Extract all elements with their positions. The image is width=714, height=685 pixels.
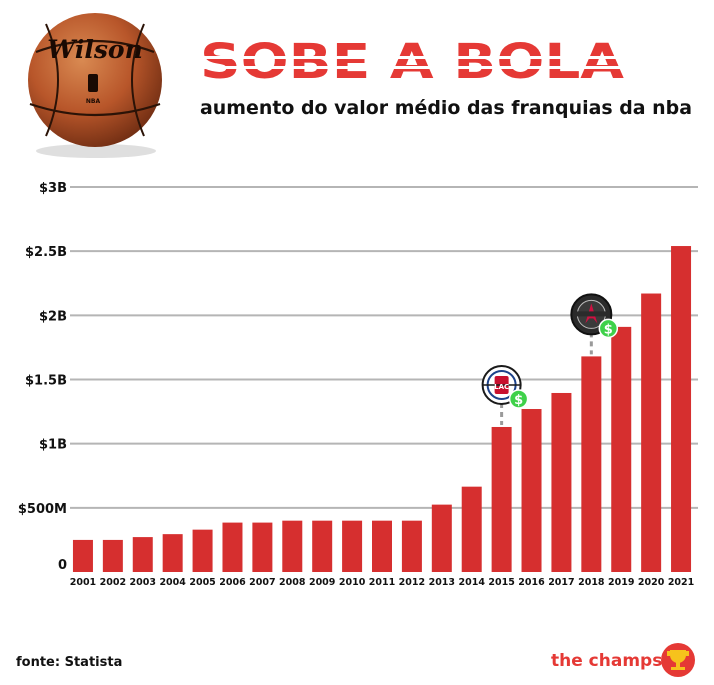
- x-tick-label: 2017: [548, 577, 574, 588]
- bar-2005: [192, 529, 213, 572]
- footer-brand-text: the champs: [551, 651, 662, 671]
- x-tick-label: 2003: [130, 577, 156, 588]
- y-tick-label: $1B: [39, 438, 67, 453]
- bar-2008: [282, 520, 303, 572]
- x-tick-label: 2006: [219, 577, 246, 588]
- bar-2017: [551, 392, 572, 572]
- bar-2014: [461, 486, 482, 572]
- x-tick-label: 2020: [638, 577, 665, 588]
- title-group: SOBE A BOLA: [198, 34, 628, 90]
- bar-2007: [252, 522, 273, 572]
- x-tick-label: 2019: [608, 577, 634, 588]
- x-tick-label: 2009: [309, 577, 335, 588]
- x-tick-label: 2008: [279, 577, 306, 588]
- trophy-icon: [661, 643, 695, 677]
- bar-2012: [401, 520, 422, 572]
- annotation-2015: LAC $: [481, 364, 529, 425]
- dollar-badge-text: $: [604, 322, 613, 337]
- x-tick-label: 2002: [100, 577, 126, 588]
- y-tick-label: $2.5B: [25, 245, 67, 260]
- x-tick-label: 2016: [518, 577, 545, 588]
- bar-2011: [372, 520, 392, 572]
- x-tick-label: 2010: [339, 577, 366, 588]
- title-stripe: [198, 66, 628, 69]
- x-tick-label: 2018: [578, 577, 605, 588]
- bar-2010: [342, 520, 363, 572]
- bar-2015: [491, 426, 512, 572]
- page-subtitle: aumento do valor médio das franquias da …: [200, 97, 692, 119]
- x-tick-label: 2012: [399, 577, 425, 588]
- bar-2009: [312, 520, 333, 572]
- bar-series: [72, 246, 692, 573]
- y-axis-tick-labels: 0 $500M $1B $1.5B $2B $2.5B $3B: [18, 181, 67, 573]
- y-tick-label: $500M: [18, 502, 67, 517]
- page-title: SOBE A BOLA: [200, 34, 624, 90]
- dollar-badge-icon: $: [598, 318, 619, 339]
- bar-2019: [611, 326, 632, 572]
- bar-2003: [132, 537, 153, 572]
- x-tick-label: 2015: [488, 577, 514, 588]
- x-tick-label: 2007: [249, 577, 275, 588]
- bar-2013: [431, 504, 452, 572]
- y-tick-label: $3B: [39, 181, 67, 196]
- bar-2016: [521, 409, 542, 572]
- x-tick-label: 2014: [458, 577, 485, 588]
- grid-lines: [70, 186, 698, 509]
- title-stripe: [198, 56, 628, 59]
- ball-brand-text: Wilson: [47, 35, 143, 64]
- x-tick-label: 2021: [668, 577, 694, 588]
- x-tick-label: 2013: [429, 577, 455, 588]
- bar-2004: [162, 534, 183, 572]
- bar-2020: [641, 293, 662, 572]
- y-tick-label: $1.5B: [25, 374, 67, 389]
- x-tick-label: 2004: [159, 577, 186, 588]
- annotation-2018: $: [570, 293, 619, 355]
- bar-2001: [72, 539, 93, 572]
- source-text: fonte: Statista: [16, 655, 122, 670]
- bar-2006: [222, 522, 243, 572]
- bar-2018: [581, 356, 602, 572]
- dollar-badge-text: $: [514, 393, 523, 408]
- team-annotations: LAC $ $: [481, 293, 619, 425]
- bar-2021: [671, 246, 692, 573]
- bar-2002: [102, 539, 123, 572]
- svg-text:LAC: LAC: [494, 383, 509, 391]
- x-tick-label: 2001: [70, 577, 96, 588]
- x-tick-label: 2005: [189, 577, 215, 588]
- basketball-icon: Wilson NBA: [28, 13, 162, 158]
- x-tick-label: 2011: [369, 577, 395, 588]
- dollar-badge-icon: $: [508, 389, 529, 409]
- y-tick-label: 0: [58, 558, 67, 573]
- nba-logo-icon: [88, 74, 98, 92]
- x-axis-tick-labels: 2001 2002 2003 2004 2005 2006 2007 2008 2009 2010…: [70, 577, 695, 588]
- ball-league-text: NBA: [86, 98, 101, 105]
- y-tick-label: $2B: [39, 309, 67, 324]
